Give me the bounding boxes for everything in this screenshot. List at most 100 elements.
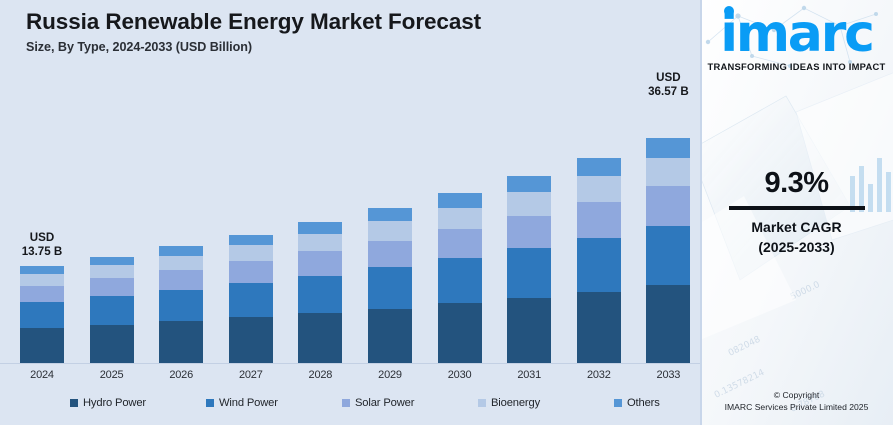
bar-segment[interactable]: [437, 207, 482, 229]
bar-segment[interactable]: [20, 266, 64, 275]
stacked-bar[interactable]: [228, 234, 273, 363]
bar-segment[interactable]: [89, 256, 134, 266]
legend-item-wind-power[interactable]: Wind Power: [206, 397, 278, 409]
x-axis-tick-2027: 2027: [238, 369, 263, 381]
bar-segment[interactable]: [159, 246, 204, 256]
bar-segment[interactable]: [228, 283, 273, 318]
cagr-divider: [728, 205, 865, 210]
x-axis-tick-2025: 2025: [99, 369, 124, 381]
bar-segment[interactable]: [368, 221, 412, 241]
bar-segment[interactable]: [507, 176, 552, 193]
x-axis-tick-2024: 2024: [30, 369, 54, 381]
stacked-bar[interactable]: [20, 266, 64, 363]
bar-segment[interactable]: [646, 137, 691, 158]
bar-segment[interactable]: [228, 261, 273, 284]
bar-segment[interactable]: [507, 297, 552, 363]
bar-segment[interactable]: [20, 274, 64, 286]
x-axis-labels: 2024 2025 2026 2027 2028 2029 2030 2031 2032 2033: [0, 369, 700, 389]
bar-group: [159, 60, 204, 363]
stacked-bar[interactable]: [507, 176, 552, 363]
chart-panel: Russia Renewable Energy Market Forecast …: [0, 9, 700, 409]
bar-segment[interactable]: [368, 267, 412, 309]
legend-swatch-icon: [206, 399, 214, 407]
bar-segment[interactable]: [576, 201, 621, 238]
bar-segment[interactable]: [368, 240, 412, 268]
bar-segment[interactable]: [437, 258, 482, 304]
bar-segment[interactable]: [576, 291, 621, 363]
bar-value-amount: 36.57 B: [648, 84, 689, 98]
bar-segment[interactable]: [507, 192, 552, 216]
x-axis-tick-2032: 2032: [586, 369, 611, 381]
logo-dot-icon: [724, 6, 735, 16]
bar-segment[interactable]: [507, 248, 552, 298]
bar-segment[interactable]: [89, 278, 134, 297]
bar-segment[interactable]: [298, 251, 343, 276]
stacked-bar[interactable]: [646, 106, 691, 363]
bar-value-label: USD 36.57 B: [648, 71, 689, 99]
bar-group: [507, 60, 552, 363]
stacked-bar[interactable]: [159, 246, 204, 363]
bar-segment[interactable]: [507, 215, 552, 249]
bar-segment[interactable]: [228, 317, 273, 363]
stacked-bar[interactable]: [89, 256, 134, 363]
legend-item-others[interactable]: Others: [614, 397, 660, 409]
legend-item-bioenergy[interactable]: Bioenergy: [478, 397, 540, 409]
bar-segment[interactable]: [298, 275, 343, 314]
bar-segment[interactable]: [437, 303, 482, 363]
legend-item-hydro-power[interactable]: Hydro Power: [70, 397, 146, 409]
cagr-block: 9.3% Market CAGR (2025-2033): [700, 167, 893, 257]
bar-segment[interactable]: [20, 302, 64, 329]
bar-segment[interactable]: [20, 285, 64, 303]
bar-segment[interactable]: [646, 157, 691, 187]
bar-group: [368, 60, 412, 363]
bar-segment[interactable]: [159, 270, 204, 290]
legend-label: Hydro Power: [83, 397, 147, 409]
bar-segment[interactable]: [368, 308, 412, 363]
bar-segment[interactable]: [298, 234, 343, 252]
bar-segment[interactable]: [437, 228, 482, 259]
legend-item-solar-power[interactable]: Solar Power: [342, 397, 414, 409]
bar-value-label: USD 13.75 B: [22, 231, 63, 259]
plot-area: USD 13.75 B USD 36.57 B: [0, 60, 700, 363]
bar-segment[interactable]: [368, 208, 412, 222]
bar-segment[interactable]: [576, 175, 621, 202]
panel-divider: [700, 0, 702, 425]
imarc-logo: imarc TRANSFORMING IDEAS INTO IMPACT: [700, 6, 893, 72]
bar-segment[interactable]: [20, 328, 64, 363]
bar-segment[interactable]: [576, 158, 621, 176]
bar-segment[interactable]: [576, 237, 621, 292]
legend-swatch-icon: [614, 399, 622, 407]
bar-segment[interactable]: [159, 255, 204, 271]
bar-segment[interactable]: [646, 186, 691, 226]
copyright-owner: IMARC Services Private Limited 2025: [724, 401, 869, 412]
brand-panel: 5000.0 0.13578214 0.78768 082048 imarc T…: [700, 0, 893, 425]
bar-segment[interactable]: [298, 222, 343, 235]
x-axis-tick-2026: 2026: [169, 369, 194, 381]
brand-background-image: 5000.0 0.13578214 0.78768 082048: [700, 0, 893, 425]
stacked-bar[interactable]: [298, 222, 343, 363]
bar-segment[interactable]: [646, 225, 691, 286]
bar-segment[interactable]: [298, 313, 343, 363]
bar-segment[interactable]: [437, 193, 482, 208]
x-axis-tick-2031: 2031: [517, 369, 542, 381]
bar-segment[interactable]: [89, 324, 134, 363]
logo-tagline: TRANSFORMING IDEAS INTO IMPACT: [707, 61, 886, 72]
legend-swatch-icon: [342, 399, 350, 407]
bar-segment[interactable]: [89, 265, 134, 279]
bar-value-currency: USD: [656, 70, 681, 84]
bar-segment[interactable]: [159, 321, 204, 363]
bar-value-currency: USD: [29, 231, 55, 245]
stacked-bar[interactable]: [576, 158, 621, 363]
bar-segment[interactable]: [646, 285, 691, 363]
bar-segment[interactable]: [228, 234, 273, 246]
bar-segment[interactable]: [228, 245, 273, 262]
stacked-bar[interactable]: [368, 208, 412, 363]
bar-segment[interactable]: [159, 290, 204, 322]
copyright-block: © Copyright IMARC Services Private Limit…: [700, 389, 893, 413]
legend-swatch-icon: [70, 399, 78, 407]
bar-segment[interactable]: [89, 296, 134, 325]
bar-group: [228, 60, 273, 363]
bar-group: USD 13.75 B: [20, 60, 64, 363]
stacked-bar[interactable]: [437, 193, 482, 363]
legend-label: Solar Power: [355, 397, 415, 409]
